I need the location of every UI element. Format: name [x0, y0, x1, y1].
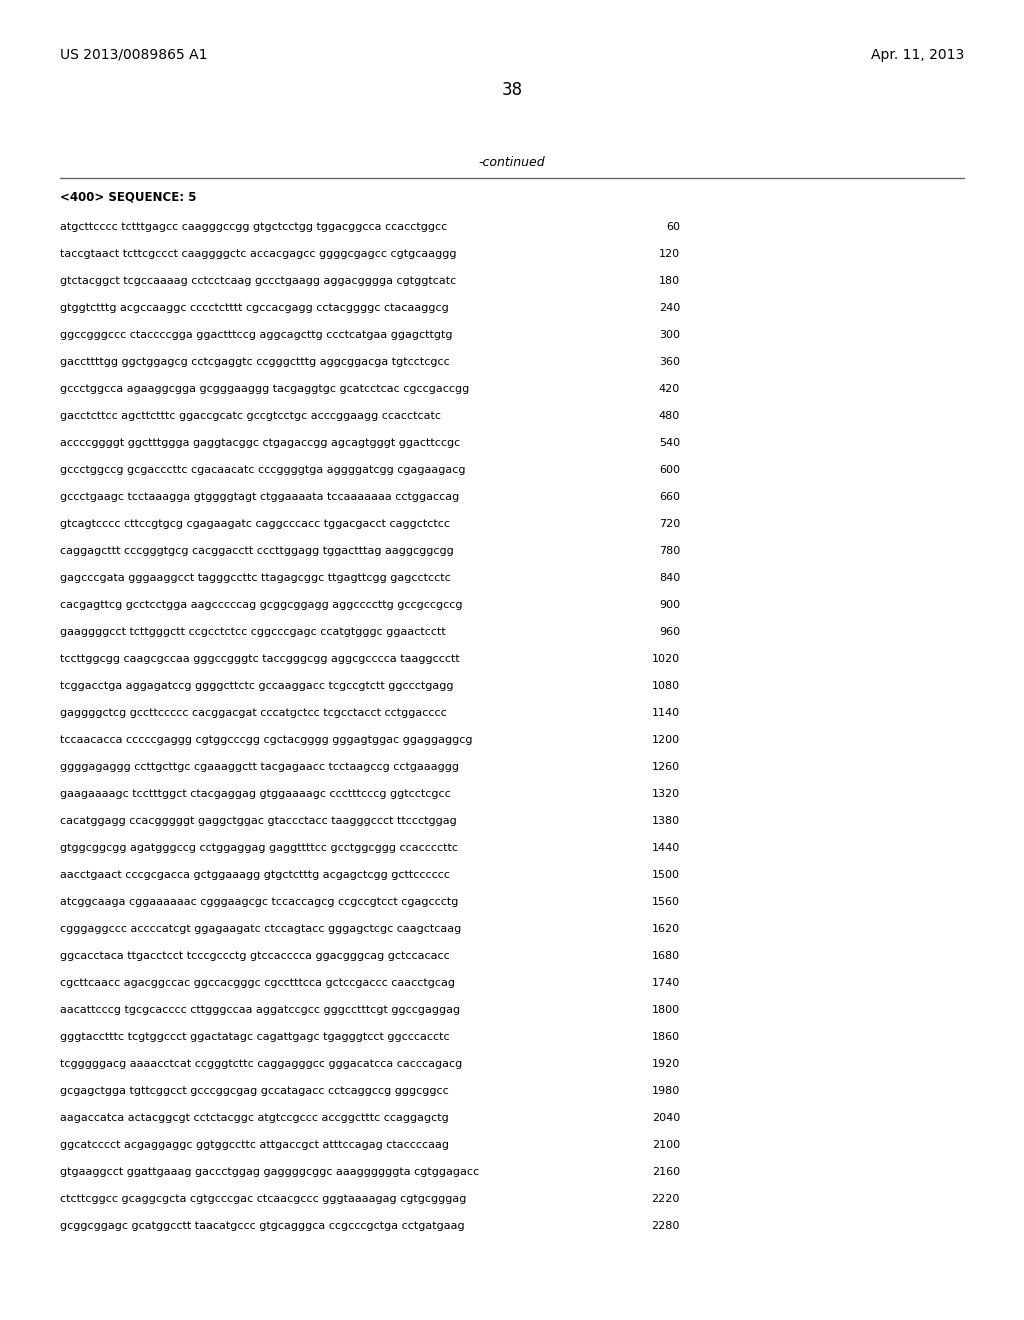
Text: 300: 300 — [659, 330, 680, 341]
Text: gccctggcca agaaggcgga gcgggaaggg tacgaggtgc gcatcctcac cgccgaccgg: gccctggcca agaaggcgga gcgggaaggg tacgagg… — [60, 384, 469, 393]
Text: 1020: 1020 — [652, 653, 680, 664]
Text: 1740: 1740 — [651, 978, 680, 987]
Text: accccggggt ggctttggga gaggtacggc ctgagaccgg agcagtgggt ggacttccgc: accccggggt ggctttggga gaggtacggc ctgagac… — [60, 438, 460, 447]
Text: gtggcggcgg agatgggccg cctggaggag gaggttttcc gcctggcggg ccaccccttc: gtggcggcgg agatgggccg cctggaggag gaggttt… — [60, 843, 458, 853]
Text: tccttggcgg caagcgccaa gggccgggtc taccgggcgg aggcgcccca taaggccctt: tccttggcgg caagcgccaa gggccgggtc taccggg… — [60, 653, 460, 664]
Text: 38: 38 — [502, 81, 522, 99]
Text: 480: 480 — [658, 411, 680, 421]
Text: cgcttcaacc agacggccac ggccacgggc cgcctttcca gctccgaccc caacctgcag: cgcttcaacc agacggccac ggccacgggc cgccttt… — [60, 978, 455, 987]
Text: 1260: 1260 — [652, 762, 680, 772]
Text: 1980: 1980 — [651, 1086, 680, 1096]
Text: 960: 960 — [658, 627, 680, 638]
Text: gagcccgata gggaaggcct tagggccttc ttagagcggc ttgagttcgg gagcctcctc: gagcccgata gggaaggcct tagggccttc ttagagc… — [60, 573, 451, 583]
Text: 1200: 1200 — [652, 735, 680, 744]
Text: 2220: 2220 — [651, 1195, 680, 1204]
Text: aacctgaact cccgcgacca gctggaaagg gtgctctttg acgagctcgg gcttcccccc: aacctgaact cccgcgacca gctggaaagg gtgctct… — [60, 870, 450, 880]
Text: 1440: 1440 — [651, 843, 680, 853]
Text: 1560: 1560 — [652, 898, 680, 907]
Text: 1080: 1080 — [652, 681, 680, 690]
Text: 2280: 2280 — [651, 1221, 680, 1232]
Text: 240: 240 — [658, 304, 680, 313]
Text: gcgagctgga tgttcggcct gcccggcgag gccatagacc cctcaggccg gggcggcc: gcgagctgga tgttcggcct gcccggcgag gccatag… — [60, 1086, 449, 1096]
Text: gaccttttgg ggctggagcg cctcgaggtc ccgggctttg aggcggacga tgtcctcgcc: gaccttttgg ggctggagcg cctcgaggtc ccgggct… — [60, 356, 450, 367]
Text: gccctggccg gcgacccttc cgacaacatc cccggggtga aggggatcgg cgagaagacg: gccctggccg gcgacccttc cgacaacatc cccgggg… — [60, 465, 466, 475]
Text: 600: 600 — [659, 465, 680, 475]
Text: 2040: 2040 — [651, 1113, 680, 1123]
Text: gacctcttcc agcttctttc ggaccgcatc gccgtcctgc acccggaagg ccacctcatc: gacctcttcc agcttctttc ggaccgcatc gccgtcc… — [60, 411, 441, 421]
Text: 1920: 1920 — [651, 1059, 680, 1069]
Text: 840: 840 — [658, 573, 680, 583]
Text: 1620: 1620 — [652, 924, 680, 935]
Text: gaagaaaagc tcctttggct ctacgaggag gtggaaaagc ccctttcccg ggtcctcgcc: gaagaaaagc tcctttggct ctacgaggag gtggaaa… — [60, 789, 451, 799]
Text: 780: 780 — [658, 546, 680, 556]
Text: Apr. 11, 2013: Apr. 11, 2013 — [870, 48, 964, 62]
Text: 2160: 2160 — [652, 1167, 680, 1177]
Text: 360: 360 — [659, 356, 680, 367]
Text: gaggggctcg gccttccccc cacggacgat cccatgctcc tcgcctacct cctggacccc: gaggggctcg gccttccccc cacggacgat cccatgc… — [60, 708, 446, 718]
Text: gaaggggcct tcttgggctt ccgcctctcc cggcccgagc ccatgtgggc ggaactcctt: gaaggggcct tcttgggctt ccgcctctcc cggcccg… — [60, 627, 445, 638]
Text: gtcagtcccc cttccgtgcg cgagaagatc caggcccacc tggacgacct caggctctcc: gtcagtcccc cttccgtgcg cgagaagatc caggccc… — [60, 519, 450, 529]
Text: ggggagaggg ccttgcttgc cgaaaggctt tacgagaacc tcctaagccg cctgaaaggg: ggggagaggg ccttgcttgc cgaaaggctt tacgaga… — [60, 762, 459, 772]
Text: 540: 540 — [658, 438, 680, 447]
Text: 900: 900 — [658, 601, 680, 610]
Text: caggagcttt cccgggtgcg cacggacctt cccttggagg tggactttag aaggcggcgg: caggagcttt cccgggtgcg cacggacctt cccttgg… — [60, 546, 454, 556]
Text: <400> SEQUENCE: 5: <400> SEQUENCE: 5 — [60, 190, 197, 203]
Text: gcggcggagc gcatggcctt taacatgccc gtgcagggca ccgcccgctga cctgatgaag: gcggcggagc gcatggcctt taacatgccc gtgcagg… — [60, 1221, 465, 1232]
Text: 180: 180 — [658, 276, 680, 286]
Text: 1800: 1800 — [652, 1005, 680, 1015]
Text: 720: 720 — [658, 519, 680, 529]
Text: 660: 660 — [659, 492, 680, 502]
Text: 1140: 1140 — [652, 708, 680, 718]
Text: 420: 420 — [658, 384, 680, 393]
Text: -continued: -continued — [478, 157, 546, 169]
Text: atgcttcccc tctttgagcc caagggccgg gtgctcctgg tggacggcca ccacctggcc: atgcttcccc tctttgagcc caagggccgg gtgctcc… — [60, 222, 447, 232]
Text: gtgaaggcct ggattgaaag gaccctggag gaggggcggc aaaggggggta cgtggagacc: gtgaaggcct ggattgaaag gaccctggag gaggggc… — [60, 1167, 479, 1177]
Text: cacgagttcg gcctcctgga aagcccccag gcggcggagg aggccccttg gccgccgccg: cacgagttcg gcctcctgga aagcccccag gcggcgg… — [60, 601, 463, 610]
Text: ggcatcccct acgaggaggc ggtggccttc attgaccgct atttccagag ctaccccaag: ggcatcccct acgaggaggc ggtggccttc attgacc… — [60, 1140, 449, 1150]
Text: gtctacggct tcgccaaaag cctcctcaag gccctgaagg aggacgggga cgtggtcatc: gtctacggct tcgccaaaag cctcctcaag gccctga… — [60, 276, 457, 286]
Text: atcggcaaga cggaaaaaac cgggaagcgc tccaccagcg ccgccgtcct cgagccctg: atcggcaaga cggaaaaaac cgggaagcgc tccacca… — [60, 898, 459, 907]
Text: 60: 60 — [666, 222, 680, 232]
Text: 1860: 1860 — [652, 1032, 680, 1041]
Text: 2100: 2100 — [652, 1140, 680, 1150]
Text: ggcacctaca ttgacctcct tcccgccctg gtccacccca ggacgggcag gctccacacc: ggcacctaca ttgacctcct tcccgccctg gtccacc… — [60, 950, 450, 961]
Text: gccctgaagc tcctaaagga gtggggtagt ctggaaaata tccaaaaaaa cctggaccag: gccctgaagc tcctaaagga gtggggtagt ctggaaa… — [60, 492, 459, 502]
Text: gggtacctttc tcgtggccct ggactatagc cagattgagc tgagggtcct ggcccacctc: gggtacctttc tcgtggccct ggactatagc cagatt… — [60, 1032, 450, 1041]
Text: ctcttcggcc gcaggcgcta cgtgcccgac ctcaacgccc gggtaaaagag cgtgcgggag: ctcttcggcc gcaggcgcta cgtgcccgac ctcaacg… — [60, 1195, 466, 1204]
Text: cgggaggccc accccatcgt ggagaagatc ctccagtacc gggagctcgc caagctcaag: cgggaggccc accccatcgt ggagaagatc ctccagt… — [60, 924, 461, 935]
Text: aacattcccg tgcgcacccc cttgggccaa aggatccgcc gggcctttcgt ggccgaggag: aacattcccg tgcgcacccc cttgggccaa aggatcc… — [60, 1005, 460, 1015]
Text: tcgggggacg aaaacctcat ccgggtcttc caggagggcc gggacatcca cacccagacg: tcgggggacg aaaacctcat ccgggtcttc caggagg… — [60, 1059, 462, 1069]
Text: 1680: 1680 — [652, 950, 680, 961]
Text: 1380: 1380 — [652, 816, 680, 826]
Text: 1500: 1500 — [652, 870, 680, 880]
Text: aagaccatca actacggcgt cctctacggc atgtccgccc accggctttc ccaggagctg: aagaccatca actacggcgt cctctacggc atgtccg… — [60, 1113, 449, 1123]
Text: taccgtaact tcttcgccct caaggggctc accacgagcc ggggcgagcc cgtgcaaggg: taccgtaact tcttcgccct caaggggctc accacga… — [60, 249, 457, 259]
Text: ggccgggccc ctaccccgga ggactttccg aggcagcttg ccctcatgaa ggagcttgtg: ggccgggccc ctaccccgga ggactttccg aggcagc… — [60, 330, 453, 341]
Text: cacatggagg ccacgggggt gaggctggac gtaccctacc taagggccct ttccctggag: cacatggagg ccacgggggt gaggctggac gtaccct… — [60, 816, 457, 826]
Text: 120: 120 — [658, 249, 680, 259]
Text: tcggacctga aggagatccg ggggcttctc gccaaggacc tcgccgtctt ggccctgagg: tcggacctga aggagatccg ggggcttctc gccaagg… — [60, 681, 454, 690]
Text: 1320: 1320 — [652, 789, 680, 799]
Text: US 2013/0089865 A1: US 2013/0089865 A1 — [60, 48, 208, 62]
Text: tccaacacca cccccgaggg cgtggcccgg cgctacgggg gggagtggac ggaggaggcg: tccaacacca cccccgaggg cgtggcccgg cgctacg… — [60, 735, 472, 744]
Text: gtggtctttg acgccaaggc cccctctttt cgccacgagg cctacggggc ctacaaggcg: gtggtctttg acgccaaggc cccctctttt cgccacg… — [60, 304, 449, 313]
